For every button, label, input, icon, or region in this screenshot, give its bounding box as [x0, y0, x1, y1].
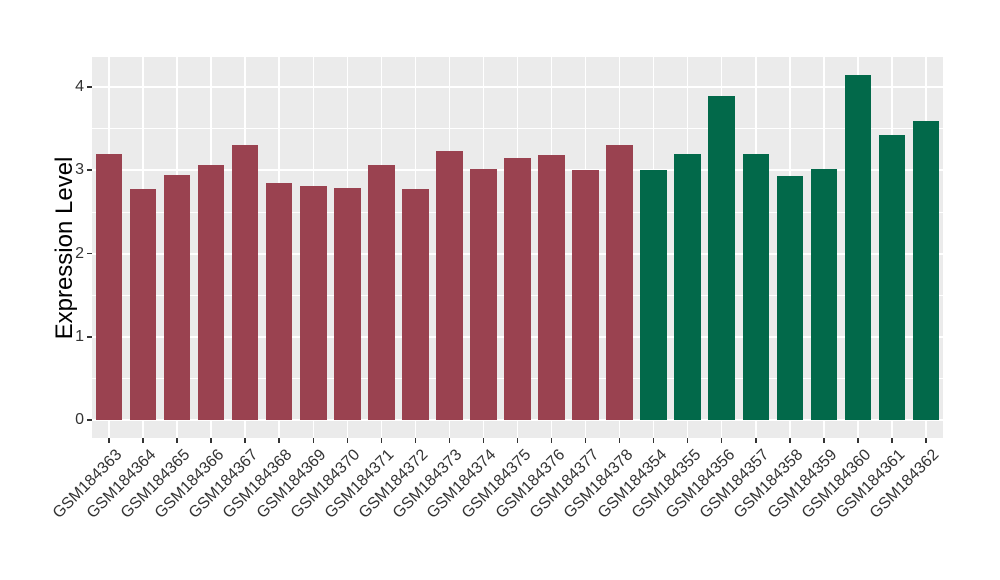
gridline-minor	[92, 128, 943, 130]
gridline-major	[92, 86, 943, 88]
x-tick-mark	[210, 438, 212, 443]
x-tick-mark	[380, 438, 383, 443]
bar-GSM184361	[878, 135, 906, 421]
bar-GSM184370	[334, 187, 361, 421]
y-tick-label: 3	[75, 161, 84, 179]
bar-GSM184368	[265, 182, 293, 421]
x-tick-mark	[346, 438, 349, 443]
x-tick-mark	[720, 438, 723, 443]
y-tick-mark	[87, 336, 92, 338]
x-tick-mark	[755, 438, 757, 443]
y-tick-label: 0	[75, 411, 84, 429]
y-tick-mark	[87, 252, 92, 255]
bar-GSM184374	[470, 168, 497, 421]
x-tick-mark	[891, 438, 893, 443]
y-tick-label: 4	[75, 78, 84, 95]
bar-GSM184366	[197, 164, 225, 421]
bar-GSM184356	[708, 96, 735, 421]
x-tick-mark	[584, 438, 587, 443]
bar-GSM184357	[742, 153, 770, 421]
y-tick-mark	[87, 86, 92, 88]
bar-GSM184373	[436, 151, 463, 421]
x-tick-mark	[448, 438, 451, 443]
x-tick-mark	[652, 438, 655, 443]
bar-GSM184372	[402, 188, 429, 421]
x-tick-mark	[312, 438, 314, 443]
gridline-major	[92, 419, 943, 422]
y-tick-label: 2	[75, 244, 84, 262]
plot-panel	[92, 57, 943, 438]
x-tick-mark	[482, 438, 485, 443]
x-tick-mark	[142, 438, 144, 443]
bar-GSM184365	[163, 174, 191, 421]
bar-GSM184362	[912, 121, 940, 421]
x-tick-mark	[857, 438, 859, 443]
y-tick-mark	[87, 169, 92, 171]
bar-GSM184355	[674, 153, 701, 421]
bar-GSM184358	[776, 176, 804, 421]
y-tick-mark	[87, 419, 92, 421]
x-tick-mark	[176, 438, 178, 443]
bar-GSM184371	[368, 164, 395, 421]
bar-GSM184376	[538, 154, 565, 421]
x-tick-mark	[618, 438, 621, 443]
x-tick-mark	[278, 438, 280, 443]
x-tick-mark	[108, 438, 110, 443]
x-tick-mark	[414, 438, 417, 443]
x-tick-mark	[686, 438, 689, 443]
bar-GSM184364	[129, 188, 157, 421]
bar-GSM184354	[640, 169, 667, 421]
bar-GSM184375	[504, 157, 531, 421]
bar-GSM184378	[606, 144, 633, 421]
bar-GSM184359	[810, 168, 838, 421]
x-tick-mark	[516, 438, 519, 443]
x-tick-mark	[789, 438, 791, 443]
bar-GSM184367	[231, 145, 259, 421]
x-tick-mark	[823, 438, 825, 443]
bar-GSM184360	[844, 74, 872, 421]
bar-GSM184377	[572, 169, 599, 421]
x-tick-mark	[244, 438, 246, 443]
bar-GSM184363	[95, 153, 123, 421]
bar-GSM184369	[299, 186, 327, 421]
x-tick-mark	[925, 438, 927, 443]
y-tick-label: 1	[75, 328, 84, 346]
x-tick-mark	[550, 438, 553, 443]
